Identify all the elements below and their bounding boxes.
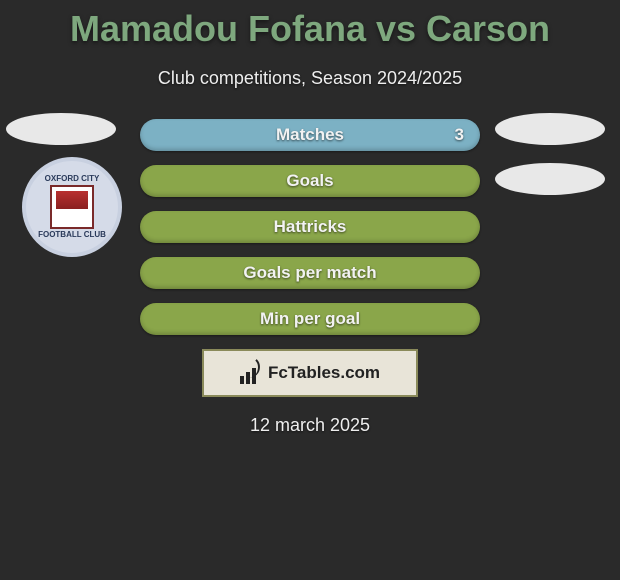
- right-team-placeholder-1: [495, 113, 605, 145]
- stat-bars: Matches 3 Goals Hattricks Goals per matc…: [140, 119, 480, 335]
- comparison-panel: OXFORD CITY FOOTBALL CLUB Matches 3 Goal…: [0, 119, 620, 436]
- crest-top-text: OXFORD CITY: [45, 175, 100, 183]
- left-team-placeholder: [6, 113, 116, 145]
- stat-label: Goals per match: [243, 263, 376, 283]
- stat-label: Matches: [276, 125, 344, 145]
- brand-text: FcTables.com: [268, 363, 380, 383]
- stat-bar-hattricks: Hattricks: [140, 211, 480, 243]
- date-text: 12 march 2025: [0, 415, 620, 436]
- stat-bar-goals-per-match: Goals per match: [140, 257, 480, 289]
- subtitle: Club competitions, Season 2024/2025: [0, 68, 620, 89]
- stat-value: 3: [455, 125, 464, 145]
- stat-bar-min-per-goal: Min per goal: [140, 303, 480, 335]
- stat-bar-matches: Matches 3: [140, 119, 480, 151]
- stat-label: Hattricks: [274, 217, 347, 237]
- crest-shield-icon: [50, 185, 94, 229]
- page-title: Mamadou Fofana vs Carson: [0, 0, 620, 50]
- right-team-placeholder-2: [495, 163, 605, 195]
- fctables-icon: [240, 362, 262, 384]
- stat-label: Goals: [286, 171, 333, 191]
- stat-bar-goals: Goals: [140, 165, 480, 197]
- crest-bottom-text: FOOTBALL CLUB: [38, 231, 106, 239]
- team-crest: OXFORD CITY FOOTBALL CLUB: [22, 157, 122, 257]
- stat-label: Min per goal: [260, 309, 360, 329]
- brand-box[interactable]: FcTables.com: [202, 349, 418, 397]
